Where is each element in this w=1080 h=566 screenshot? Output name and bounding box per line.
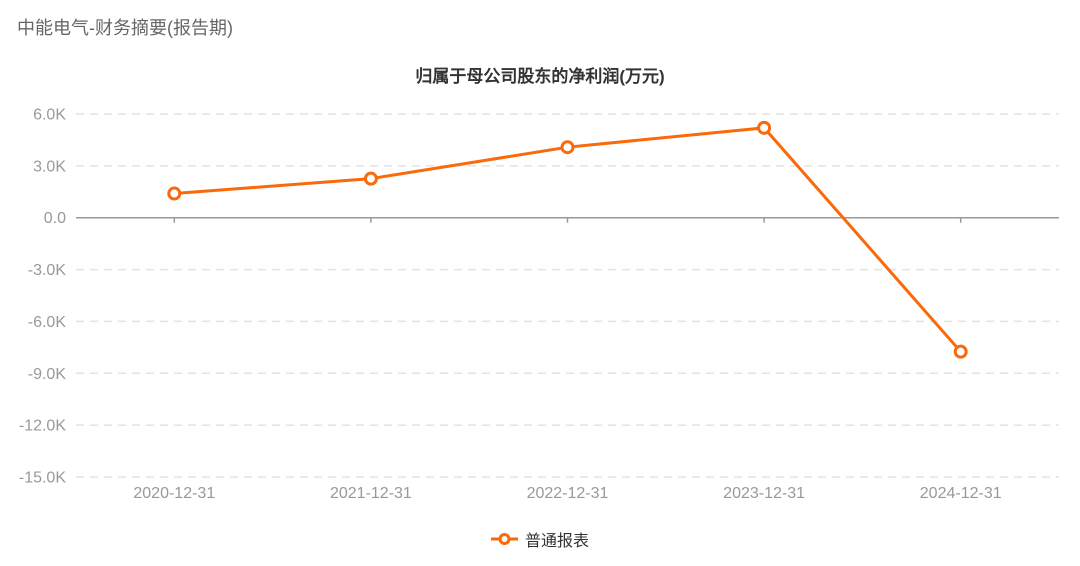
- legend-line-marker-icon: [490, 533, 518, 545]
- series-line-ordinary-report[interactable]: [172, 126, 963, 354]
- legend-item-ordinary-report[interactable]: 普通报表: [0, 527, 1080, 551]
- y-axis-tick-label: 6.0K: [33, 107, 66, 124]
- y-axis-tick-label: -3.0K: [28, 262, 67, 279]
- y-axis-tick-label: -15.0K: [19, 470, 66, 487]
- y-axis-tick-label: -9.0K: [28, 366, 67, 383]
- y-axis-tick-label: 3.0K: [33, 158, 66, 175]
- x-axis-tick-label: 2022-12-31: [527, 485, 609, 502]
- y-axis-tick-label: -6.0K: [28, 314, 67, 331]
- x-axis-tick-label: 2024-12-31: [920, 485, 1002, 502]
- y-axis-tick-label: -12.0K: [19, 418, 66, 435]
- data-point-2024-12-31[interactable]: [953, 344, 968, 359]
- data-point-2022-12-31[interactable]: [560, 140, 575, 155]
- x-axis-tick-label: 2023-12-31: [723, 485, 805, 502]
- data-point-2021-12-31[interactable]: [363, 171, 378, 186]
- x-axis-tick-label: 2020-12-31: [133, 485, 215, 502]
- legend-label: 普通报表: [524, 533, 589, 550]
- y-axis-tick-label: 0.0: [44, 210, 66, 227]
- data-point-2020-12-31[interactable]: [167, 186, 182, 201]
- data-point-2023-12-31[interactable]: [757, 120, 772, 135]
- x-axis-tick-label: 2021-12-31: [330, 485, 412, 502]
- page-title: 中能电气-财务摘要(报告期): [17, 18, 233, 38]
- chart-title: 归属于母公司股东的净利润(万元): [415, 67, 665, 86]
